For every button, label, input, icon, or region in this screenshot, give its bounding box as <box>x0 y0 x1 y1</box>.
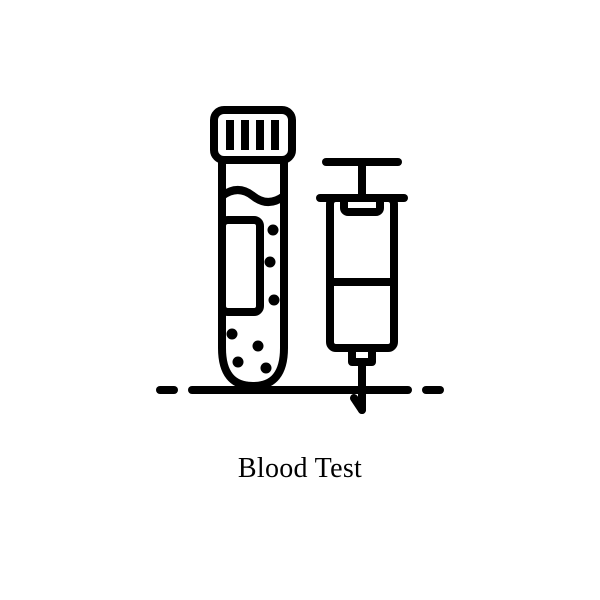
blood-test-figure: Blood Test <box>0 0 600 600</box>
blood-test-svg <box>130 90 470 430</box>
icon-caption: Blood Test <box>238 453 362 485</box>
syringe <box>320 162 404 410</box>
blood-drops <box>227 225 280 374</box>
blood-test-icon <box>130 90 470 435</box>
